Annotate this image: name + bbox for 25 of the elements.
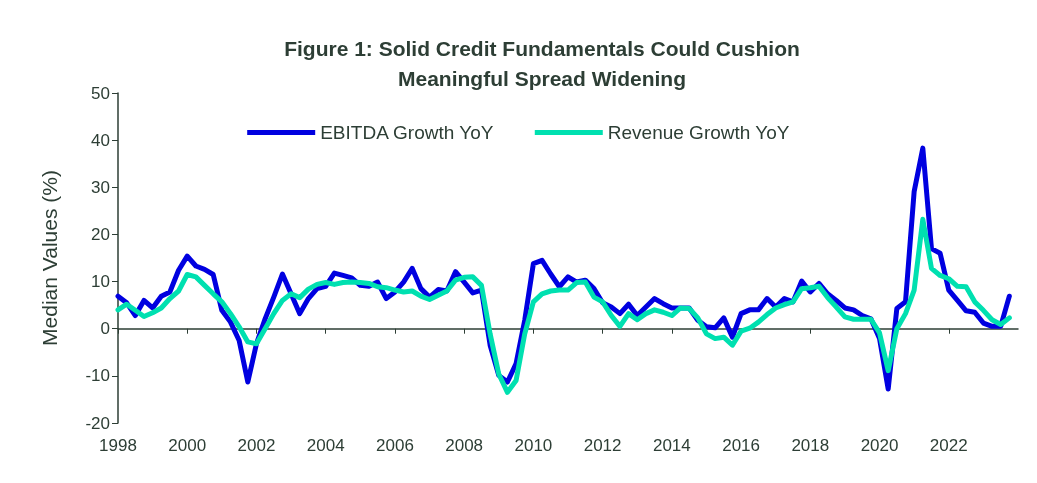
y-tick-label: 40 <box>91 130 110 150</box>
x-tick-label: 2002 <box>237 436 276 455</box>
x-tick-label: 2000 <box>168 436 207 455</box>
y-tick-label: -10 <box>85 366 110 386</box>
y-tick-label: 30 <box>91 177 110 197</box>
x-tick-label: 2008 <box>445 436 484 455</box>
x-tick-label: 2010 <box>514 436 553 455</box>
x-tick-label: 2020 <box>860 436 899 455</box>
x-tick-label: 2004 <box>306 436 345 455</box>
y-tick-label: 50 <box>91 83 110 103</box>
y-tick-label: 0 <box>100 319 110 339</box>
chart-title: Figure 1: Solid Credit Fundamentals Could Cushion Meaningful Spread Widening <box>284 36 800 90</box>
y-tick-label: -20 <box>85 413 110 433</box>
legend-label: EBITDA Growth YoY <box>320 122 494 143</box>
x-tick-label: 2022 <box>929 436 968 455</box>
x-tick-label: 2014 <box>652 436 691 455</box>
x-tick-label: 1998 <box>99 436 137 455</box>
y-axis-title: Median Values (%) <box>38 170 61 346</box>
y-tick-label: 10 <box>91 272 110 292</box>
x-tick-label: 2006 <box>376 436 414 455</box>
y-tick-label: 20 <box>91 224 110 244</box>
x-tick-label: 2016 <box>722 436 760 455</box>
legend-label: Revenue Growth YoY <box>607 122 790 143</box>
x-tick-label: 2012 <box>583 436 622 455</box>
x-tick-label: 2018 <box>791 436 830 455</box>
